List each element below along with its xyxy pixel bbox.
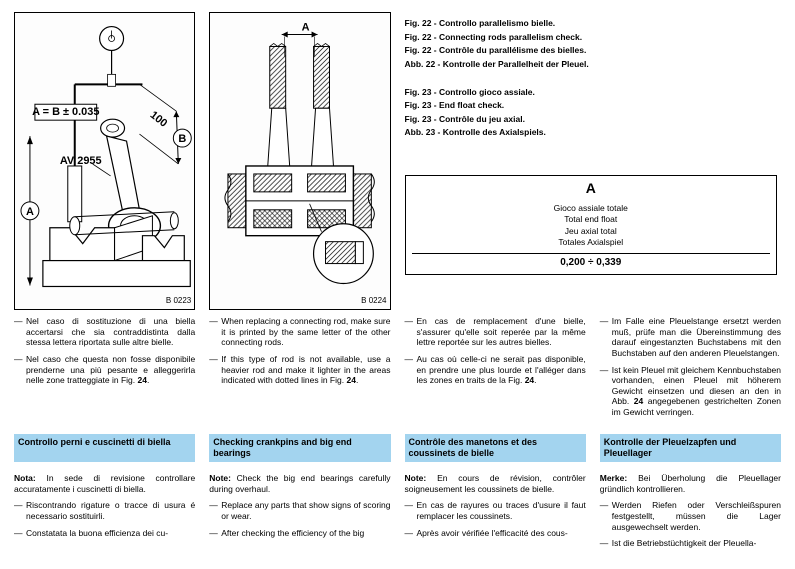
- figure-captions: Fig. 22 - Controllo parallelismo bielle.…: [405, 12, 782, 310]
- col-en-upper: —When replacing a connecting rod, make s…: [209, 316, 390, 424]
- para: If this type of rod is not available, us…: [221, 354, 390, 386]
- infobox-line: Gioco assiale totale: [412, 203, 771, 214]
- figure-23-panel: A: [209, 12, 390, 310]
- fig2-a-label: A: [302, 22, 310, 34]
- fig23-captions: Fig. 23 - Controllo gioco assiale. Fig. …: [405, 87, 778, 142]
- caption-line: Fig. 23 - End float check.: [405, 100, 778, 111]
- para: Après avoir vérifiée l'efficacité des co…: [417, 528, 586, 539]
- para: En cas de remplacement d'une bielle, s'a…: [417, 316, 586, 348]
- dim-100: 100: [148, 109, 170, 130]
- para: Ist die Betriebstüchtigkeit der Pleuella…: [612, 538, 781, 549]
- figure-22-diagram: A = B ± 0.035 B 100 A AV 2955: [15, 13, 194, 309]
- section-head-fr: Contrôle des manetons et des coussinets …: [405, 434, 586, 463]
- para: After checking the efficiency of the big: [221, 528, 390, 539]
- para: When replacing a connecting rod, make su…: [221, 316, 390, 348]
- infobox-line: Jeu axial total: [412, 226, 771, 237]
- note: Note: Check the big end bearings careful…: [209, 473, 390, 494]
- col-it-lower: Nota: In sede di revisione controllare a…: [14, 473, 195, 555]
- tool-label: AV 2955: [60, 155, 102, 167]
- infobox-line: Total end float: [412, 214, 771, 225]
- col-fr-lower: Note: En cours de révision, contrôler so…: [405, 473, 586, 555]
- fig1-code: B 0223: [166, 296, 191, 306]
- infobox-line: Totales Axialspiel: [412, 237, 771, 248]
- col-en-lower: Note: Check the big end bearings careful…: [209, 473, 390, 555]
- col-de-upper: —Im Falle eine Pleuelstange ersetzt werd…: [600, 316, 781, 424]
- para: En cas de rayures ou traces d'usure il f…: [417, 500, 586, 521]
- section-head-en: Checking crankpins and big end bearings: [209, 434, 390, 463]
- note: Merke: Bei Überholung die Pleuellager gr…: [600, 473, 781, 494]
- caption-line: Fig. 22 - Controllo parallelismo bielle.: [405, 18, 778, 29]
- infobox-letter: A: [412, 180, 771, 198]
- para: Au cas où celle-ci ne serait pas disponi…: [417, 354, 586, 386]
- col-it-upper: —Nel caso di sostituzione di una biella …: [14, 316, 195, 424]
- col-fr-upper: —En cas de remplacement d'une bielle, s'…: [405, 316, 586, 424]
- caption-line: Fig. 22 - Connecting rods parallelism ch…: [405, 32, 778, 43]
- col-de-lower: Merke: Bei Überholung die Pleuellager gr…: [600, 473, 781, 555]
- formula-label: A = B ± 0.035: [32, 106, 99, 118]
- caption-line: Abb. 23 - Kontrolle des Axialspiels.: [405, 127, 778, 138]
- end-float-table: A Gioco assiale totale Total end float J…: [405, 175, 778, 275]
- section-head-it: Controllo perni e cuscinetti di biella: [14, 434, 195, 463]
- note: Note: En cours de révision, contrôler so…: [405, 473, 586, 494]
- para: Constatata la buona efficienza dei cu-: [26, 528, 195, 539]
- fig2-code: B 0224: [361, 296, 386, 306]
- para: Ist kein Pleuel mit gleichem Kennbuchsta…: [612, 365, 781, 418]
- figure-22-panel: A = B ± 0.035 B 100 A AV 2955: [14, 12, 195, 310]
- para: Im Falle eine Pleuelstange ersetzt werde…: [612, 316, 781, 359]
- dim-a-label: A: [26, 206, 34, 218]
- para: Nel caso che questa non fosse disponibil…: [26, 354, 195, 386]
- infobox-value: 0,200 ÷ 0,339: [412, 253, 771, 270]
- fig22-captions: Fig. 22 - Controllo parallelismo bielle.…: [405, 18, 778, 73]
- para: Riscontrando rigature o tracce di usura …: [26, 500, 195, 521]
- para: Werden Riefen oder Verschleißspuren fest…: [612, 500, 781, 532]
- para: Replace any parts that show signs of sco…: [221, 500, 390, 521]
- section-head-de: Kontrolle der Pleuelzapfen und Pleuellag…: [600, 434, 781, 463]
- figure-23-diagram: A: [210, 13, 389, 309]
- dim-b-label: B: [178, 133, 186, 145]
- note: Nota: In sede di revisione controllare a…: [14, 473, 195, 494]
- para: Nel caso di sostituzione di una biella a…: [26, 316, 195, 348]
- caption-line: Fig. 23 - Controllo gioco assiale.: [405, 87, 778, 98]
- caption-line: Fig. 22 - Contrôle du parallélisme des b…: [405, 45, 778, 56]
- caption-line: Fig. 23 - Contrôle du jeu axial.: [405, 114, 778, 125]
- caption-line: Abb. 22 - Kontrolle der Parallelheit der…: [405, 59, 778, 70]
